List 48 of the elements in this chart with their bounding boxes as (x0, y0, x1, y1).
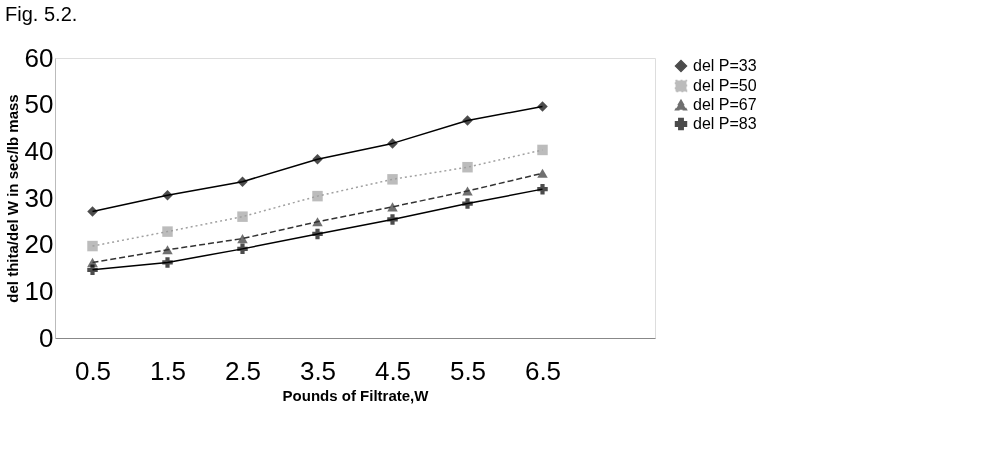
y-tick-label: 0 (39, 322, 54, 353)
point (537, 168, 548, 178)
point (537, 101, 548, 112)
point (312, 217, 323, 227)
point (312, 228, 323, 240)
point (462, 186, 473, 196)
y-tick-label: 30 (24, 182, 54, 213)
x-tick-label: 5.5 (449, 355, 487, 386)
point (537, 144, 548, 156)
x-tick-label: 4.5 (374, 355, 412, 386)
point (237, 243, 248, 255)
y-axis-title: del thita/del W in sec/lb mass (3, 94, 21, 303)
x-tick-label: 1.5 (149, 355, 187, 386)
chart-title: Fig. 5.2. (5, 3, 78, 25)
legend-label: del P=83 (693, 115, 757, 132)
legend-label: del P=33 (693, 57, 757, 74)
point (312, 154, 323, 165)
point (162, 257, 173, 268)
point (387, 214, 398, 225)
y-tick-label: 50 (24, 89, 54, 120)
y-tick-label: 60 (24, 42, 54, 73)
point (387, 174, 398, 185)
x-tick-label: 3.5 (299, 355, 337, 386)
point (162, 245, 173, 255)
point (162, 189, 173, 201)
point (87, 206, 98, 217)
point (387, 202, 398, 212)
point (237, 234, 248, 244)
point (162, 226, 173, 237)
point (87, 264, 98, 276)
x-tick-label: 0.5 (74, 355, 112, 386)
point (312, 190, 323, 202)
y-tick-label: 20 (24, 229, 54, 260)
legend-label: del P=50 (693, 77, 757, 94)
point (462, 198, 473, 209)
x-axis-title: Pounds of Filtrate,W (282, 386, 430, 404)
x-tick-label: 6.5 (524, 355, 562, 386)
point (462, 115, 473, 126)
point (387, 138, 398, 149)
legend-label: del P=67 (693, 96, 757, 113)
y-tick-label: 10 (24, 275, 54, 306)
point (237, 176, 248, 187)
point (462, 161, 473, 173)
y-tick-label: 40 (24, 135, 54, 166)
x-tick-label: 2.5 (224, 355, 262, 386)
point (87, 240, 98, 252)
point (537, 183, 548, 195)
point (237, 211, 248, 222)
